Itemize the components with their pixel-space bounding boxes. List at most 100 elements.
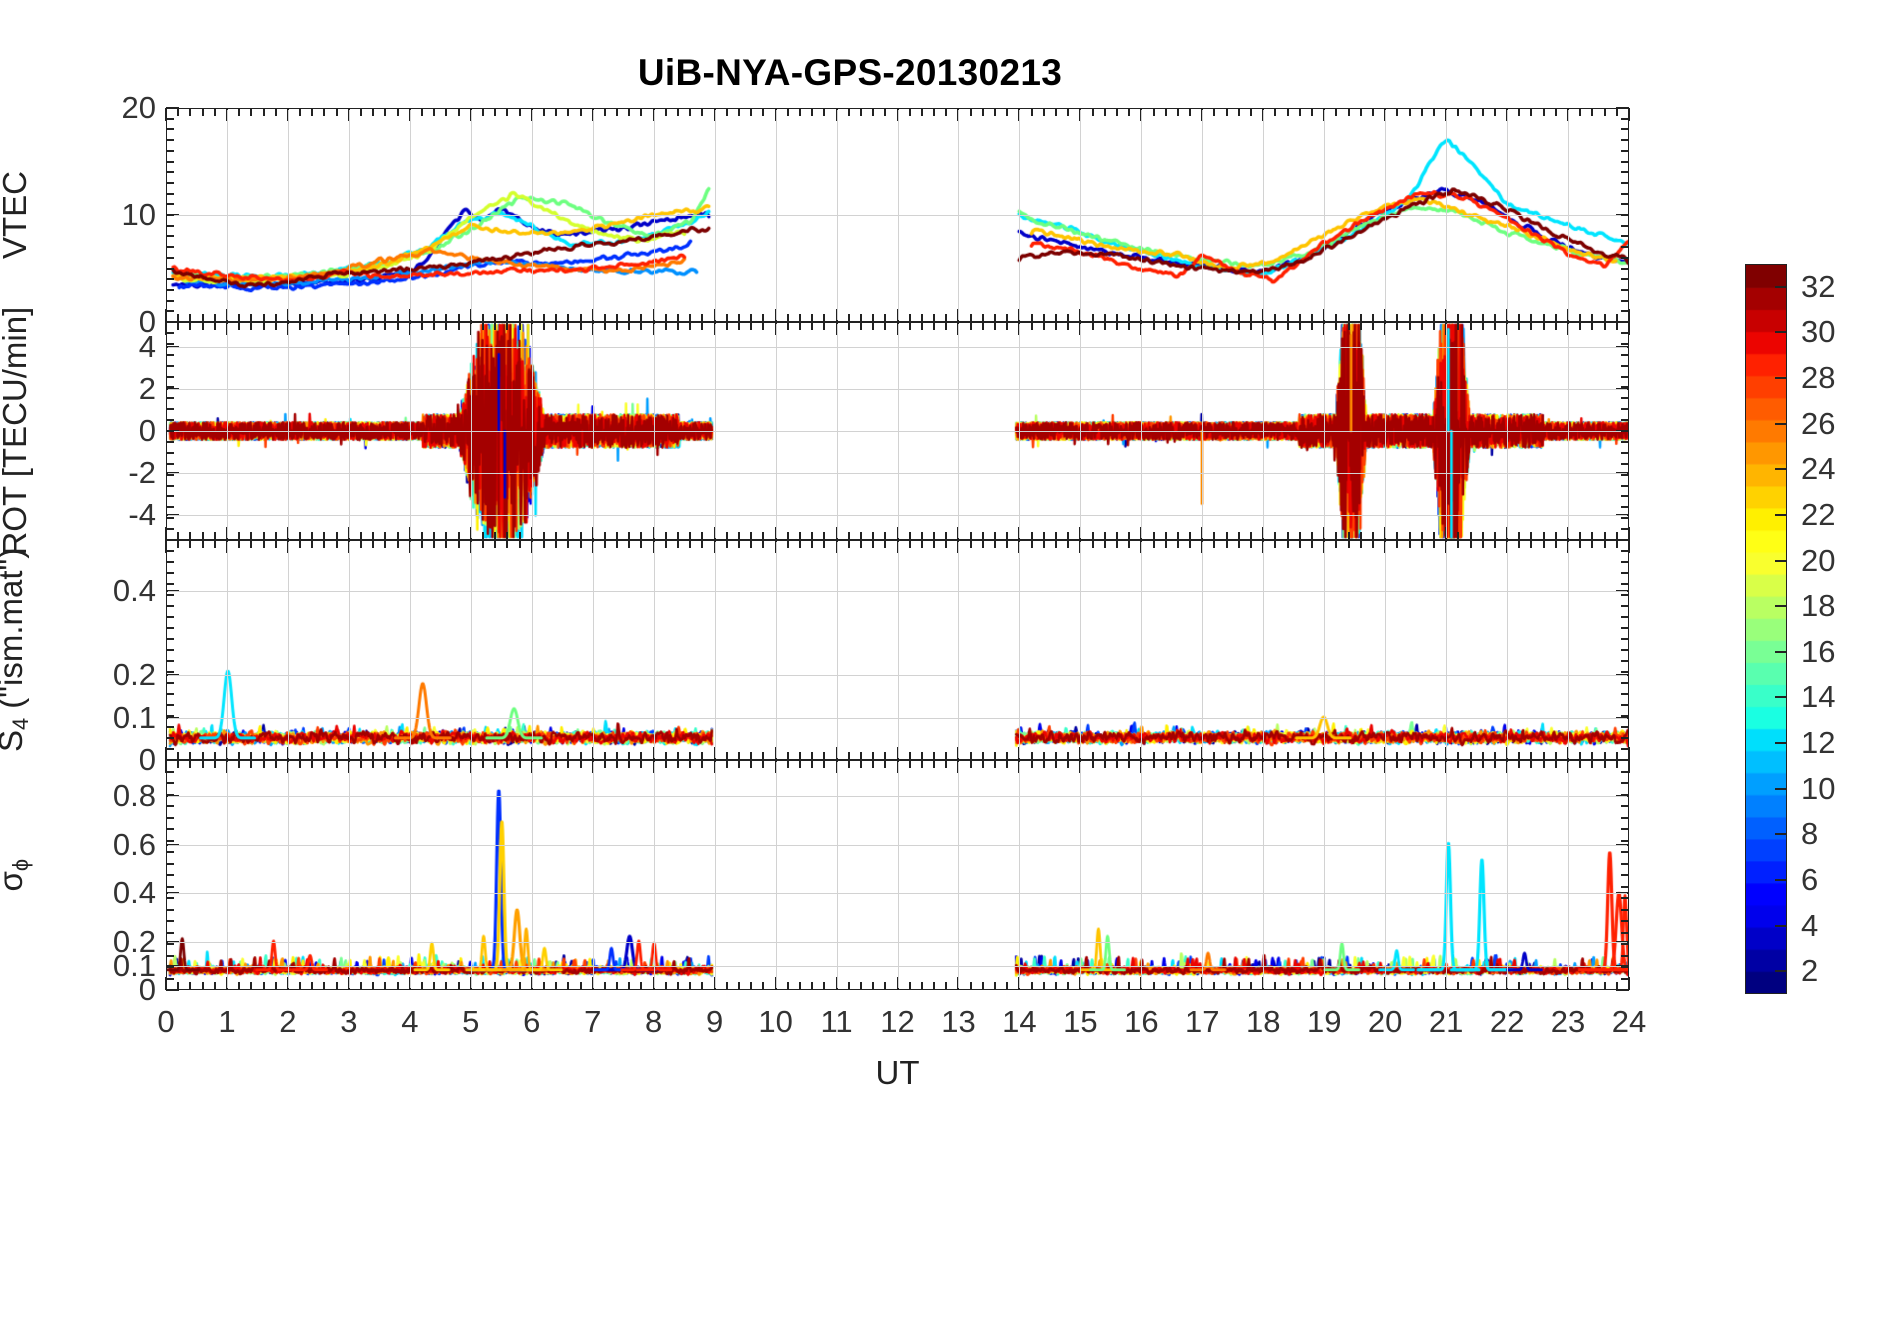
x-tick-minor (213, 752, 216, 760)
x-tick-minor (1164, 108, 1167, 116)
x-tick-minor (1091, 532, 1094, 540)
grid-line-horizontal (168, 472, 1627, 474)
x-tick-minor (1189, 314, 1192, 322)
x-tick-minor (762, 982, 765, 990)
grid-line-vertical (958, 762, 960, 988)
x-tick-minor (299, 532, 302, 540)
x-tick-minor (1237, 108, 1240, 116)
x-tick-minor (1408, 540, 1411, 548)
x-tick-label-21: 21 (1428, 1004, 1464, 1039)
x-tick-minor (847, 532, 850, 540)
x-tick-minor (1152, 752, 1155, 760)
y-tick-minor (166, 583, 174, 585)
grid-line-horizontal (168, 844, 1627, 846)
x-tick-minor (1347, 322, 1350, 330)
x-tick-minor (238, 314, 241, 322)
x-tick-minor (1298, 760, 1301, 768)
x-tick-minor (847, 108, 850, 116)
x-tick-minor (786, 322, 789, 330)
x-tick-minor (677, 532, 680, 540)
y-tick-minor (1621, 782, 1629, 784)
x-tick-minor (933, 540, 936, 548)
colorbar-label-24: 24 (1801, 451, 1836, 487)
x-tick-minor (1359, 760, 1362, 768)
x-tick-minor (725, 314, 728, 322)
x-tick-minor (165, 760, 167, 773)
x-tick-minor (250, 322, 253, 330)
x-tick-minor (506, 322, 509, 330)
x-tick-minor (250, 752, 253, 760)
x-tick-minor (1518, 540, 1521, 548)
x-tick-minor (981, 760, 984, 768)
y-tick-minor (166, 117, 174, 120)
y-tick-minor (1621, 408, 1629, 411)
x-tick-minor (1298, 314, 1301, 322)
y-tick-minor (166, 627, 174, 629)
x-tick-minor (1518, 760, 1521, 768)
y-tick-minor (166, 203, 174, 206)
x-tick-minor (1250, 532, 1253, 540)
y-tick-minor (166, 299, 174, 302)
grid-line-horizontal (168, 431, 1627, 432)
x-tick-minor (1542, 760, 1545, 768)
x-tick-minor (786, 108, 789, 116)
x-tick-minor (1213, 982, 1216, 990)
x-tick-minor (1359, 982, 1362, 990)
y-tick-minor (1621, 397, 1629, 400)
x-tick-minor (1176, 982, 1179, 990)
x-tick-minor (1030, 760, 1033, 768)
x-tick-minor (457, 108, 460, 116)
x-tick-minor (213, 760, 216, 768)
x-tick-minor (555, 322, 558, 330)
x-tick-minor (811, 532, 814, 540)
x-tick-minor (994, 760, 997, 768)
y-tick-minor (1621, 851, 1629, 853)
x-tick-minor (1579, 982, 1582, 990)
x-tick-minor (335, 752, 338, 760)
x-tick-minor (1579, 760, 1582, 768)
y-tick-minor (1621, 139, 1629, 142)
y-tick-minor (166, 364, 174, 367)
x-tick-minor (616, 752, 619, 760)
x-tick-minor (823, 982, 826, 990)
x-tick-minor (786, 314, 789, 322)
x-tick-minor (872, 108, 875, 116)
x-tick-minor (1189, 982, 1192, 990)
x-tick-minor (457, 752, 460, 760)
x-tick-minor (811, 982, 814, 990)
y-tick-minor (166, 616, 174, 618)
x-tick-minor (640, 752, 643, 760)
x-tick-minor (1054, 322, 1057, 330)
x-tick-minor (323, 322, 326, 330)
x-tick-minor (981, 322, 984, 330)
x-tick-minor (335, 322, 338, 330)
x-tick-minor (201, 314, 204, 322)
x-tick-minor (1128, 982, 1131, 990)
y-tick-minor (166, 726, 174, 728)
x-tick-minor (1518, 108, 1521, 116)
x-tick-minor (1591, 752, 1594, 760)
x-tick-minor (750, 540, 753, 548)
x-tick-minor (1006, 760, 1009, 768)
grid-line-vertical (897, 542, 899, 758)
x-tick-minor (494, 108, 497, 116)
x-tick-minor (664, 314, 667, 322)
x-tick-minor (1006, 314, 1009, 322)
x-tick-minor (1067, 760, 1070, 768)
x-tick-label-11: 11 (820, 1004, 853, 1039)
colorbar-tick-14 (1775, 696, 1786, 699)
x-tick-minor (1481, 982, 1484, 990)
x-tick-minor (884, 760, 887, 768)
y-tick-minor (166, 139, 174, 142)
x-tick-minor (1091, 760, 1094, 768)
x-tick-minor (859, 322, 862, 330)
y-tick-minor (1621, 386, 1629, 389)
y-tick-minor (166, 782, 174, 784)
x-tick-minor (1579, 532, 1582, 540)
x-tick-minor (481, 532, 484, 540)
x-tick-minor (798, 752, 801, 760)
x-tick-minor (1237, 532, 1240, 540)
colorbar-tick-22 (1775, 513, 1786, 516)
x-tick-minor (1396, 314, 1399, 322)
x-tick-minor (1030, 532, 1033, 540)
